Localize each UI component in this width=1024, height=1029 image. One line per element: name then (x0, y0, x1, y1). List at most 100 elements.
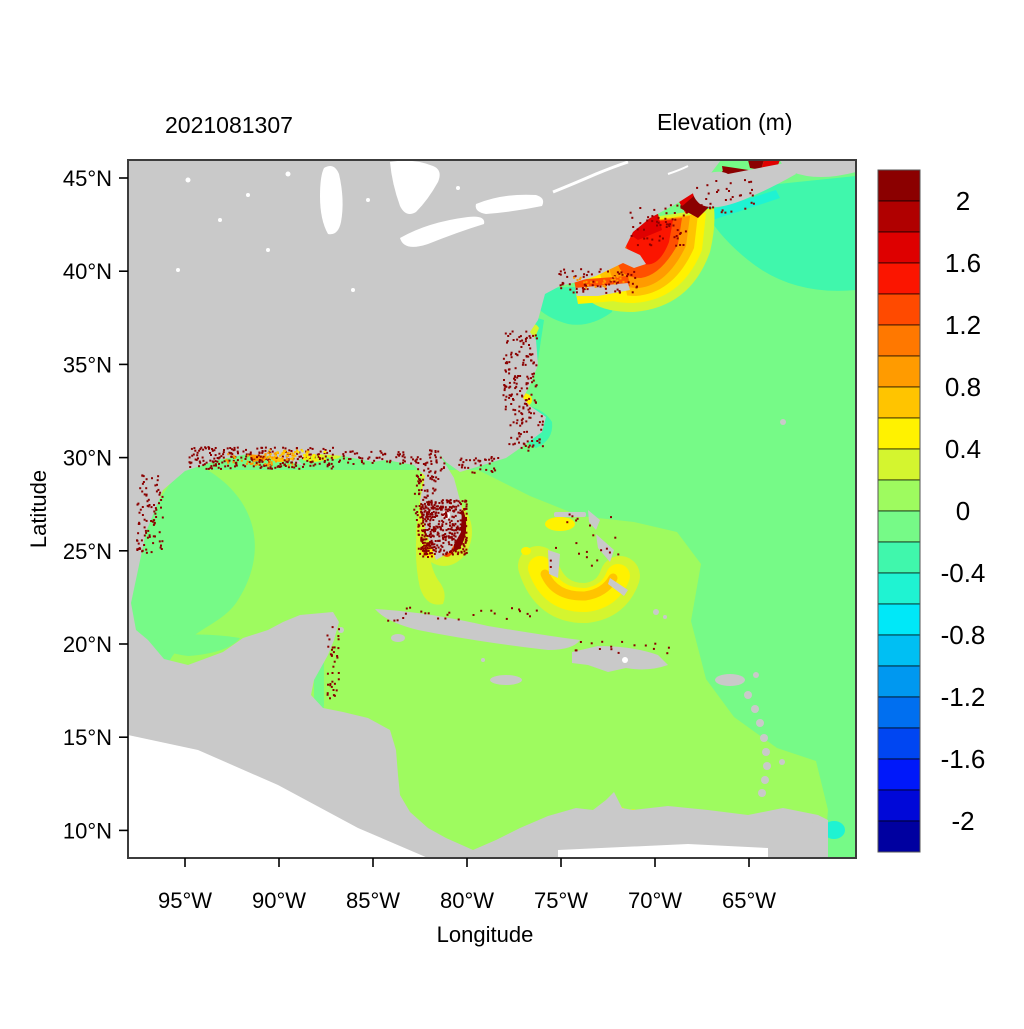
wet-cell-speckle (448, 506, 451, 509)
virgin-islands-land (753, 672, 759, 678)
wet-cell-speckle (602, 285, 605, 288)
wet-cell-speckle (575, 519, 578, 522)
wet-cell-speckle (422, 507, 425, 510)
nova-scotia-nearshore-water (705, 190, 780, 220)
wet-cell-speckle (271, 467, 273, 470)
wet-cell-speckle (441, 502, 444, 505)
wet-cell-speckle (433, 489, 436, 492)
wet-cell-speckle (530, 412, 532, 415)
wet-cell-speckle (426, 518, 429, 521)
wet-cell-speckle (600, 549, 603, 552)
wet-cell-speckle (461, 527, 464, 530)
wet-cell-speckle (569, 288, 572, 291)
wet-cell-speckle (472, 614, 475, 616)
wet-cell-speckle (525, 383, 528, 386)
wet-cell-speckle (205, 461, 208, 464)
wet-cell-speckle (141, 474, 144, 477)
wet-cell-speckle (329, 697, 331, 700)
wet-cell-speckle (216, 460, 219, 463)
wet-cell-speckle (514, 387, 517, 390)
wet-cell-speckle (267, 464, 270, 467)
colorbar-tick-label: -2 (951, 806, 974, 836)
wet-cell-speckle (323, 459, 326, 462)
wet-cell-speckle (269, 467, 272, 470)
wet-cell-speckle (729, 182, 732, 185)
wet-cell-speckle (530, 393, 533, 396)
wet-cell-speckle (438, 535, 441, 538)
lake-erie (400, 216, 485, 247)
wet-cell-speckle (402, 617, 405, 619)
colorbar-tick-label: 1.2 (945, 310, 981, 340)
wet-cell-speckle (358, 456, 361, 459)
wet-cell-speckle (575, 291, 578, 294)
wet-cell-speckle (223, 460, 226, 463)
lake-dot (185, 177, 191, 183)
wet-cell-speckle (197, 457, 199, 460)
colorbar-segment (877, 355, 921, 388)
wet-cell-speckle (512, 339, 515, 341)
wet-cell-speckle (654, 642, 657, 645)
wet-cell-speckle (306, 453, 309, 456)
wet-cell-speckle (431, 516, 434, 518)
wet-cell-speckle (721, 209, 724, 212)
wet-cell-speckle (264, 453, 267, 455)
wet-cell-speckle (438, 525, 441, 528)
colorbar-segment (877, 789, 921, 822)
wet-cell-speckle (459, 523, 462, 526)
wet-cell-speckle (462, 533, 465, 536)
wet-cell-speckle (448, 536, 451, 539)
wet-cell-speckle (584, 284, 587, 287)
wet-cell-speckle (433, 529, 436, 532)
colorbar-segment (877, 448, 921, 481)
wet-cell-speckle (418, 477, 421, 480)
wet-cell-speckle (460, 457, 463, 460)
wet-cell-speckle (591, 284, 594, 287)
wet-cell-speckle (534, 334, 537, 337)
wet-cell-speckle (432, 526, 435, 529)
wet-cell-speckle (210, 454, 212, 456)
wet-cell-speckle (284, 449, 287, 452)
wet-cell-speckle (227, 453, 230, 456)
wet-cell-speckle (449, 524, 452, 527)
wet-cell-speckle (425, 520, 428, 523)
wet-cell-speckle (506, 362, 509, 365)
wet-cell-speckle (429, 477, 432, 479)
wet-cell-speckle (437, 478, 440, 480)
wet-cell-speckle (155, 508, 158, 511)
hispaniola-land (572, 646, 668, 672)
wet-cell-speckle (479, 468, 482, 471)
colorbar-segment (877, 262, 921, 295)
wet-cell-speckle (412, 458, 414, 461)
wet-cell-speckle (457, 618, 460, 621)
wet-cell-speckle (519, 340, 522, 343)
wet-cell-speckle (627, 281, 630, 284)
wet-cell-speckle (330, 654, 333, 657)
wet-cell-speckle (508, 372, 511, 375)
wet-cell-speckle (449, 528, 452, 531)
wet-cell-speckle (435, 508, 438, 511)
wet-cell-speckle (531, 353, 534, 356)
wet-cell-speckle (273, 446, 276, 449)
wet-cell-speckle (268, 459, 271, 462)
wet-cell-speckle (529, 615, 531, 618)
colorbar-segment (877, 758, 921, 791)
wet-cell-speckle (211, 448, 214, 450)
wet-cell-speckle (494, 469, 497, 472)
wet-cell-speckle (461, 526, 464, 529)
wet-cell-speckle (454, 544, 457, 547)
wet-cell-speckle (429, 532, 432, 535)
wet-cell-speckle (528, 411, 531, 414)
wet-cell-speckle (141, 482, 144, 485)
wet-cell-speckle (430, 475, 433, 478)
wet-cell-speckle (308, 456, 311, 459)
wet-cell-speckle (226, 460, 229, 463)
wet-cell-speckle (529, 416, 532, 419)
wet-cell-speckle (511, 330, 514, 333)
wet-cell-speckle (453, 529, 456, 532)
lesser-antilles-islands (735, 672, 814, 825)
wet-cell-speckle (610, 648, 613, 651)
wet-cell-speckle (289, 457, 292, 460)
wet-cell-speckle (679, 244, 682, 246)
wet-cell-speckle (479, 459, 482, 462)
wet-cell-speckle (618, 290, 621, 293)
